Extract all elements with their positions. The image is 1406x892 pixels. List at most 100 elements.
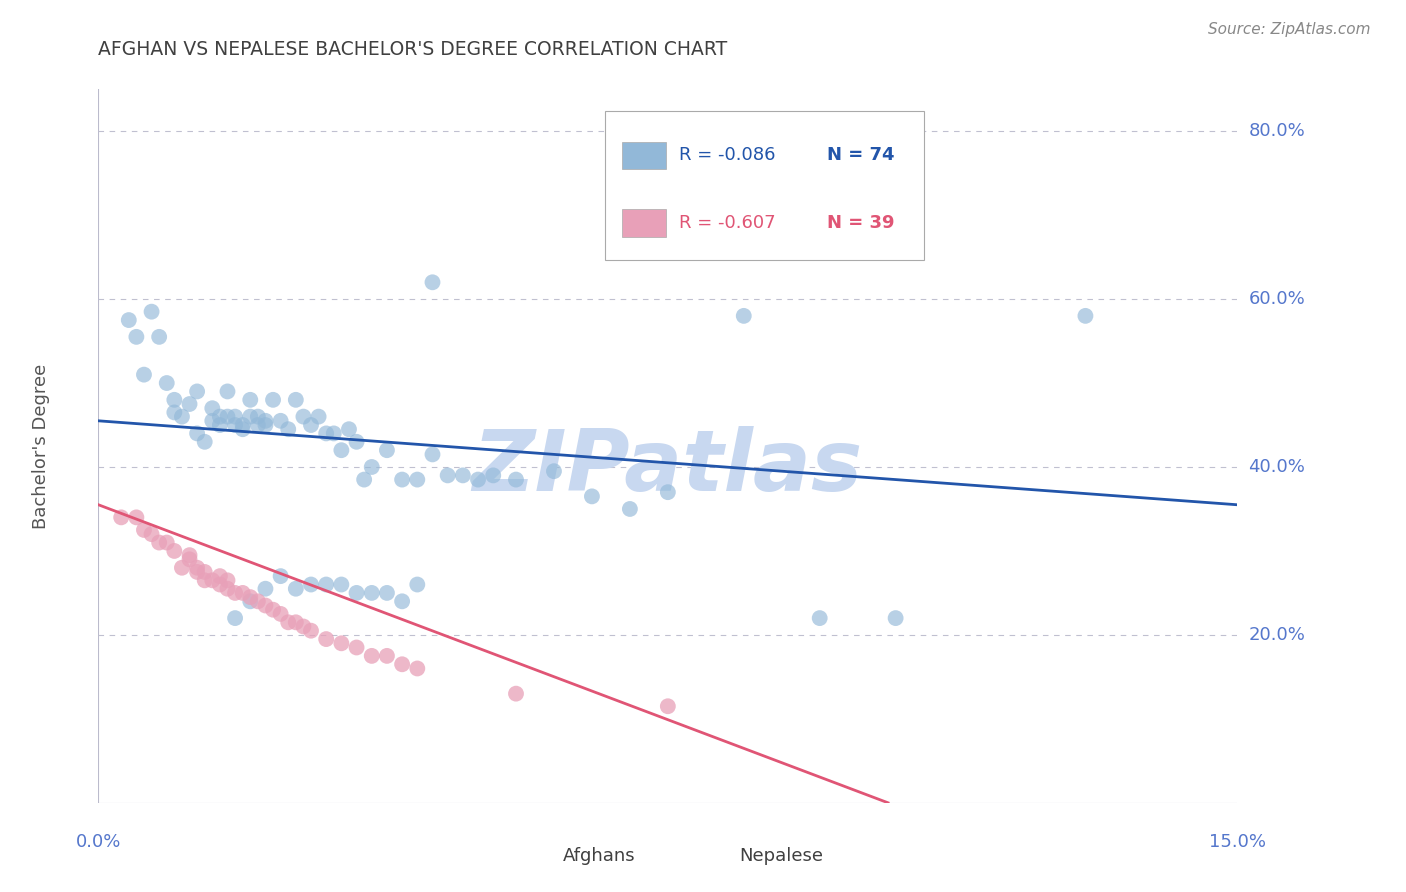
- Point: [125, 510, 148, 524]
- Text: 20.0%: 20.0%: [1249, 626, 1305, 644]
- Point: [262, 392, 284, 407]
- Point: [118, 313, 141, 327]
- Point: [262, 603, 284, 617]
- Point: [277, 615, 299, 630]
- Point: [246, 417, 269, 432]
- Point: [505, 687, 527, 701]
- Point: [186, 426, 208, 441]
- Point: [232, 417, 254, 432]
- Point: [315, 632, 337, 646]
- Point: [170, 409, 193, 424]
- Point: [375, 586, 398, 600]
- Point: [482, 468, 505, 483]
- Point: [163, 544, 186, 558]
- Point: [406, 577, 429, 591]
- Point: [1074, 309, 1097, 323]
- Point: [194, 574, 217, 588]
- Point: [125, 330, 148, 344]
- Text: R = -0.607: R = -0.607: [679, 214, 776, 232]
- Point: [346, 434, 368, 449]
- FancyBboxPatch shape: [605, 111, 924, 260]
- Point: [232, 422, 254, 436]
- Point: [619, 502, 641, 516]
- Point: [657, 485, 679, 500]
- Point: [406, 473, 429, 487]
- Point: [284, 615, 307, 630]
- Point: [330, 636, 353, 650]
- Point: [284, 582, 307, 596]
- Point: [299, 577, 322, 591]
- Point: [543, 464, 565, 478]
- Point: [657, 699, 679, 714]
- Point: [315, 426, 337, 441]
- Text: 0.0%: 0.0%: [76, 833, 121, 851]
- Point: [292, 409, 315, 424]
- Point: [239, 409, 262, 424]
- Text: ZIPatlas: ZIPatlas: [472, 425, 863, 509]
- Point: [201, 401, 224, 416]
- Point: [422, 447, 444, 461]
- Point: [239, 590, 262, 604]
- Text: 15.0%: 15.0%: [1209, 833, 1265, 851]
- Point: [375, 443, 398, 458]
- Point: [292, 619, 315, 633]
- Point: [163, 405, 186, 419]
- Point: [179, 552, 201, 566]
- Point: [179, 548, 201, 562]
- Point: [186, 560, 208, 574]
- Point: [346, 640, 368, 655]
- Point: [436, 468, 458, 483]
- Point: [224, 611, 246, 625]
- Point: [232, 586, 254, 600]
- Point: [406, 661, 429, 675]
- Point: [217, 384, 239, 399]
- Point: [422, 275, 444, 289]
- Point: [186, 384, 208, 399]
- Point: [884, 611, 907, 625]
- Point: [322, 426, 344, 441]
- Point: [299, 417, 322, 432]
- Point: [467, 473, 489, 487]
- Point: [239, 594, 262, 608]
- Point: [148, 330, 170, 344]
- Point: [346, 586, 368, 600]
- Point: [224, 586, 246, 600]
- Point: [391, 594, 413, 608]
- Text: N = 39: N = 39: [827, 214, 894, 232]
- Text: AFGHAN VS NEPALESE BACHELOR'S DEGREE CORRELATION CHART: AFGHAN VS NEPALESE BACHELOR'S DEGREE COR…: [98, 40, 728, 59]
- Point: [148, 535, 170, 549]
- Point: [299, 624, 322, 638]
- Text: 60.0%: 60.0%: [1249, 290, 1305, 308]
- Point: [581, 489, 603, 503]
- Point: [270, 569, 292, 583]
- Point: [201, 574, 224, 588]
- Point: [330, 577, 353, 591]
- FancyBboxPatch shape: [685, 844, 733, 869]
- Point: [808, 611, 831, 625]
- Point: [141, 527, 163, 541]
- Point: [208, 409, 231, 424]
- Point: [270, 607, 292, 621]
- Point: [110, 510, 132, 524]
- Point: [451, 468, 474, 483]
- FancyBboxPatch shape: [623, 142, 665, 169]
- Point: [308, 409, 330, 424]
- Point: [375, 648, 398, 663]
- Point: [254, 417, 277, 432]
- Point: [337, 422, 360, 436]
- Point: [201, 414, 224, 428]
- Text: Bachelor's Degree: Bachelor's Degree: [32, 363, 51, 529]
- Point: [208, 577, 231, 591]
- Point: [277, 422, 299, 436]
- Point: [156, 376, 179, 390]
- Point: [186, 565, 208, 579]
- Point: [360, 648, 382, 663]
- Point: [156, 535, 179, 549]
- Point: [224, 417, 246, 432]
- Text: Nepalese: Nepalese: [740, 847, 824, 865]
- Point: [246, 594, 269, 608]
- FancyBboxPatch shape: [509, 844, 557, 869]
- Point: [330, 443, 353, 458]
- Point: [733, 309, 755, 323]
- Point: [217, 582, 239, 596]
